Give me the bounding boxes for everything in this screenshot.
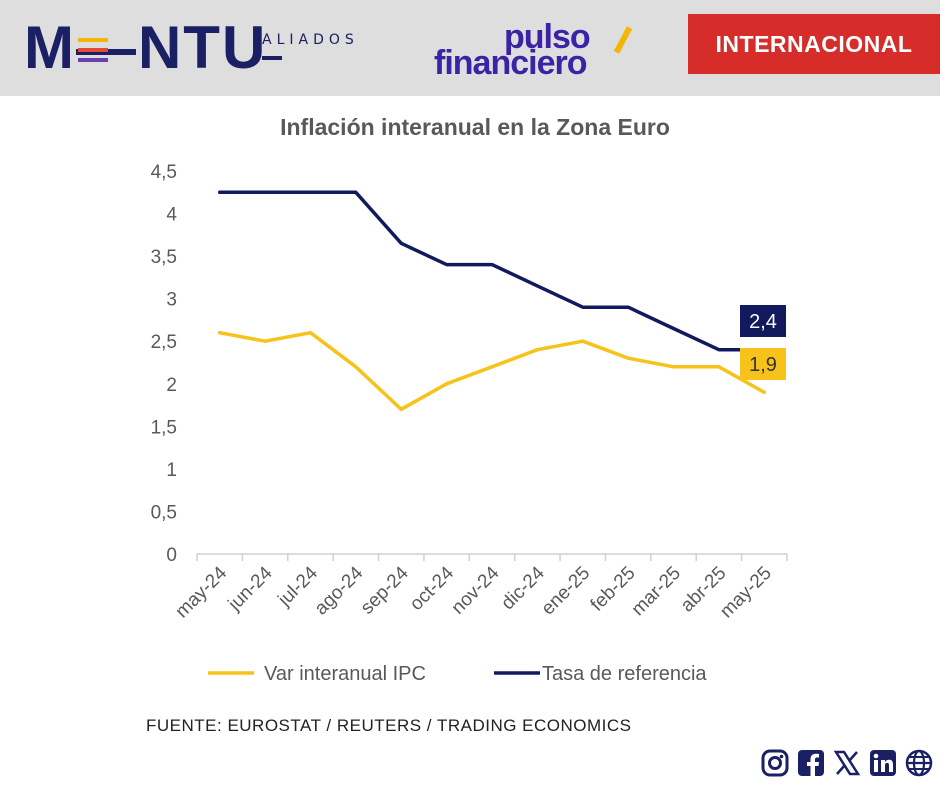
x-tick-label: ene-25 xyxy=(538,563,595,620)
y-tick-label: 3,5 xyxy=(151,247,177,268)
chart-title: Inflación interanual en la Zona Euro xyxy=(280,114,670,140)
source-note: FUENTE: EUROSTAT / REUTERS / TRADING ECO… xyxy=(146,716,632,735)
section-badge: INTERNACIONAL xyxy=(688,14,940,74)
logo-stripe xyxy=(78,38,108,42)
y-tick-label: 0,5 xyxy=(151,502,177,523)
partner-bottom: financiero xyxy=(434,44,587,82)
social-links xyxy=(760,748,934,778)
x-tick-label: jun-24 xyxy=(224,562,277,615)
logo-stripe xyxy=(78,48,108,52)
linkedin-icon[interactable] xyxy=(868,748,898,778)
logo-stripe xyxy=(78,58,108,62)
series-line xyxy=(217,330,767,412)
data-label-box xyxy=(740,348,786,380)
instagram-icon[interactable] xyxy=(760,748,790,778)
facebook-icon[interactable] xyxy=(796,748,826,778)
brand-main: M—NTU xyxy=(24,14,268,81)
y-tick-label: 0 xyxy=(166,545,177,566)
y-tick-label: 2 xyxy=(166,375,177,396)
y-tick-label: 2,5 xyxy=(151,332,177,353)
y-tick-label: 3 xyxy=(166,290,177,311)
data-label: 2,4 xyxy=(749,311,777,333)
x-tick-label: sep-24 xyxy=(357,562,413,618)
data-label-box xyxy=(740,305,786,337)
pulso-financiero-logo[interactable]: pulso financiero xyxy=(434,18,644,82)
line-chart: 00,511,522,533,544,5 may-24jun-24jul-24a… xyxy=(151,162,788,685)
partner-top: pulso xyxy=(504,18,591,56)
data-label: 1,9 xyxy=(749,354,777,376)
logo-dash xyxy=(262,56,282,60)
brand-sub: ALIADOS xyxy=(262,32,359,48)
header-bar: M—NTU ALIADOS pulso financiero INTERNACI… xyxy=(0,0,940,96)
y-tick-label: 1,5 xyxy=(151,417,177,438)
x-tick-label: may-25 xyxy=(716,563,776,623)
y-tick-label: 4,5 xyxy=(151,162,177,183)
x-tick-label: mar-25 xyxy=(628,563,685,620)
x-tick-label: nov-24 xyxy=(448,562,504,618)
x-icon[interactable] xyxy=(832,748,862,778)
y-tick-label: 1 xyxy=(166,460,177,481)
series-line xyxy=(217,190,767,352)
legend-label: Tasa de referencia xyxy=(542,663,707,685)
logo-slash xyxy=(613,26,633,54)
x-tick-label: may-24 xyxy=(172,562,232,622)
legend-label: Var interanual IPC xyxy=(264,663,426,685)
y-tick-label: 4 xyxy=(166,205,177,226)
globe-icon[interactable] xyxy=(904,748,934,778)
x-tick-label: ago-24 xyxy=(311,562,368,619)
